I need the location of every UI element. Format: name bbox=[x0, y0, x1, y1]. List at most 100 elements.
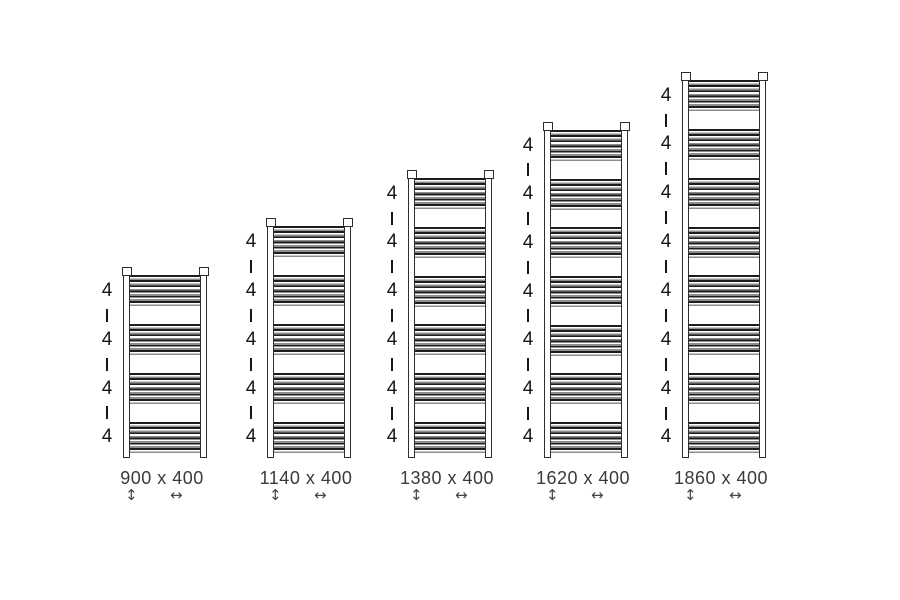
height-arrow-icon: ↕ bbox=[269, 486, 282, 504]
rail-cap-right bbox=[342, 218, 353, 227]
rail-cap-right bbox=[619, 122, 630, 131]
bar-section bbox=[273, 323, 345, 356]
bar-section bbox=[414, 178, 486, 210]
section-divider-mark bbox=[665, 357, 667, 371]
bar-section bbox=[129, 275, 201, 307]
width-arrow-icon: ↔ bbox=[314, 486, 327, 504]
height-arrow-icon: ↕ bbox=[546, 486, 559, 504]
section-count-label: 4 bbox=[660, 328, 672, 350]
section-count-label: 4 bbox=[245, 328, 257, 350]
rail-cap-left bbox=[121, 267, 132, 276]
section-count-label: 4 bbox=[660, 133, 672, 155]
bar-section bbox=[688, 80, 760, 112]
dimension-label: 900 x 400 bbox=[120, 468, 204, 488]
section-divider-mark bbox=[391, 211, 393, 225]
rail-cap-left bbox=[265, 218, 276, 227]
section-divider-mark bbox=[527, 357, 529, 371]
radiator bbox=[406, 170, 494, 458]
dimension-label: 1860 x 400 bbox=[673, 468, 769, 488]
bar-section bbox=[688, 177, 760, 209]
section-divider-mark bbox=[250, 357, 252, 371]
bar-section bbox=[273, 372, 345, 405]
rail-right bbox=[485, 174, 492, 458]
bar-section bbox=[273, 421, 345, 453]
rail-cap-left bbox=[542, 122, 553, 131]
section-divider-mark bbox=[527, 309, 529, 323]
section-divider-mark bbox=[250, 308, 252, 322]
section-divider-mark bbox=[665, 113, 667, 127]
bar-section bbox=[550, 130, 622, 162]
section-count-label: 4 bbox=[522, 134, 534, 156]
section-divider-mark bbox=[665, 260, 667, 273]
radiator bbox=[542, 122, 630, 458]
section-divider-mark bbox=[665, 308, 667, 322]
bar-section bbox=[273, 275, 345, 307]
section-divider-mark bbox=[106, 357, 108, 371]
section-count-label: 4 bbox=[660, 231, 672, 253]
height-arrow-icon: ↕ bbox=[410, 486, 423, 504]
rail-cap-left bbox=[406, 170, 417, 179]
bar-section bbox=[550, 227, 622, 259]
section-count-label: 4 bbox=[101, 426, 113, 448]
bar-section bbox=[550, 178, 622, 210]
bar-section bbox=[414, 373, 486, 405]
section-count-label: 4 bbox=[245, 279, 257, 301]
section-count-label: 4 bbox=[386, 328, 398, 350]
section-divider-mark bbox=[391, 309, 393, 322]
rail-left bbox=[408, 174, 415, 458]
section-divider-mark bbox=[665, 406, 667, 420]
bar-section bbox=[550, 324, 622, 356]
bar-section bbox=[129, 372, 201, 405]
section-divider-mark bbox=[250, 259, 252, 273]
section-count-label: 4 bbox=[101, 279, 113, 301]
section-divider-mark bbox=[665, 211, 667, 225]
rail-right bbox=[200, 271, 207, 458]
section-count-label: 4 bbox=[522, 280, 534, 302]
dimension-label: 1380 x 400 bbox=[399, 468, 495, 488]
section-divider-mark bbox=[391, 357, 393, 371]
section-count-label: 4 bbox=[386, 231, 398, 253]
section-count-label: 4 bbox=[660, 377, 672, 399]
dimension-label: 1140 x 400 bbox=[259, 468, 353, 488]
section-count-label: 4 bbox=[386, 182, 398, 204]
height-arrow-icon: ↕ bbox=[125, 486, 138, 504]
rail-right bbox=[344, 222, 351, 458]
radiator bbox=[680, 72, 768, 458]
radiator bbox=[121, 267, 209, 458]
rail-cap-right bbox=[483, 170, 494, 179]
rail-cap-right bbox=[198, 267, 209, 276]
section-divider-mark bbox=[106, 308, 108, 322]
section-count-label: 4 bbox=[660, 84, 672, 106]
height-arrow-icon: ↕ bbox=[684, 486, 697, 504]
section-count-label: 4 bbox=[660, 426, 672, 448]
section-count-label: 4 bbox=[522, 329, 534, 351]
width-arrow-icon: ↔ bbox=[729, 486, 742, 504]
width-arrow-icon: ↔ bbox=[591, 486, 604, 504]
section-divider-mark bbox=[106, 406, 108, 420]
section-count-label: 4 bbox=[101, 328, 113, 350]
rail-cap-right bbox=[757, 72, 768, 81]
section-count-label: 4 bbox=[386, 426, 398, 448]
bar-section bbox=[550, 275, 622, 308]
bar-section bbox=[414, 421, 486, 453]
section-divider-mark bbox=[527, 260, 529, 274]
bar-section bbox=[688, 421, 760, 453]
rail-left bbox=[267, 222, 274, 458]
width-arrow-icon: ↔ bbox=[455, 486, 468, 504]
section-divider-mark bbox=[391, 406, 393, 420]
bar-section bbox=[414, 275, 486, 307]
section-count-label: 4 bbox=[386, 280, 398, 302]
section-count-label: 4 bbox=[522, 231, 534, 253]
bar-section bbox=[414, 226, 486, 258]
width-arrow-icon: ↔ bbox=[170, 486, 183, 504]
bar-section bbox=[273, 226, 345, 258]
rail-right bbox=[621, 126, 628, 458]
section-divider-mark bbox=[527, 212, 529, 225]
rail-left bbox=[123, 271, 130, 458]
section-count-label: 4 bbox=[245, 426, 257, 448]
section-divider-mark bbox=[527, 163, 529, 177]
section-divider-mark bbox=[665, 162, 667, 176]
bar-section bbox=[688, 324, 760, 356]
bar-section bbox=[688, 128, 760, 160]
radiator bbox=[265, 218, 353, 458]
